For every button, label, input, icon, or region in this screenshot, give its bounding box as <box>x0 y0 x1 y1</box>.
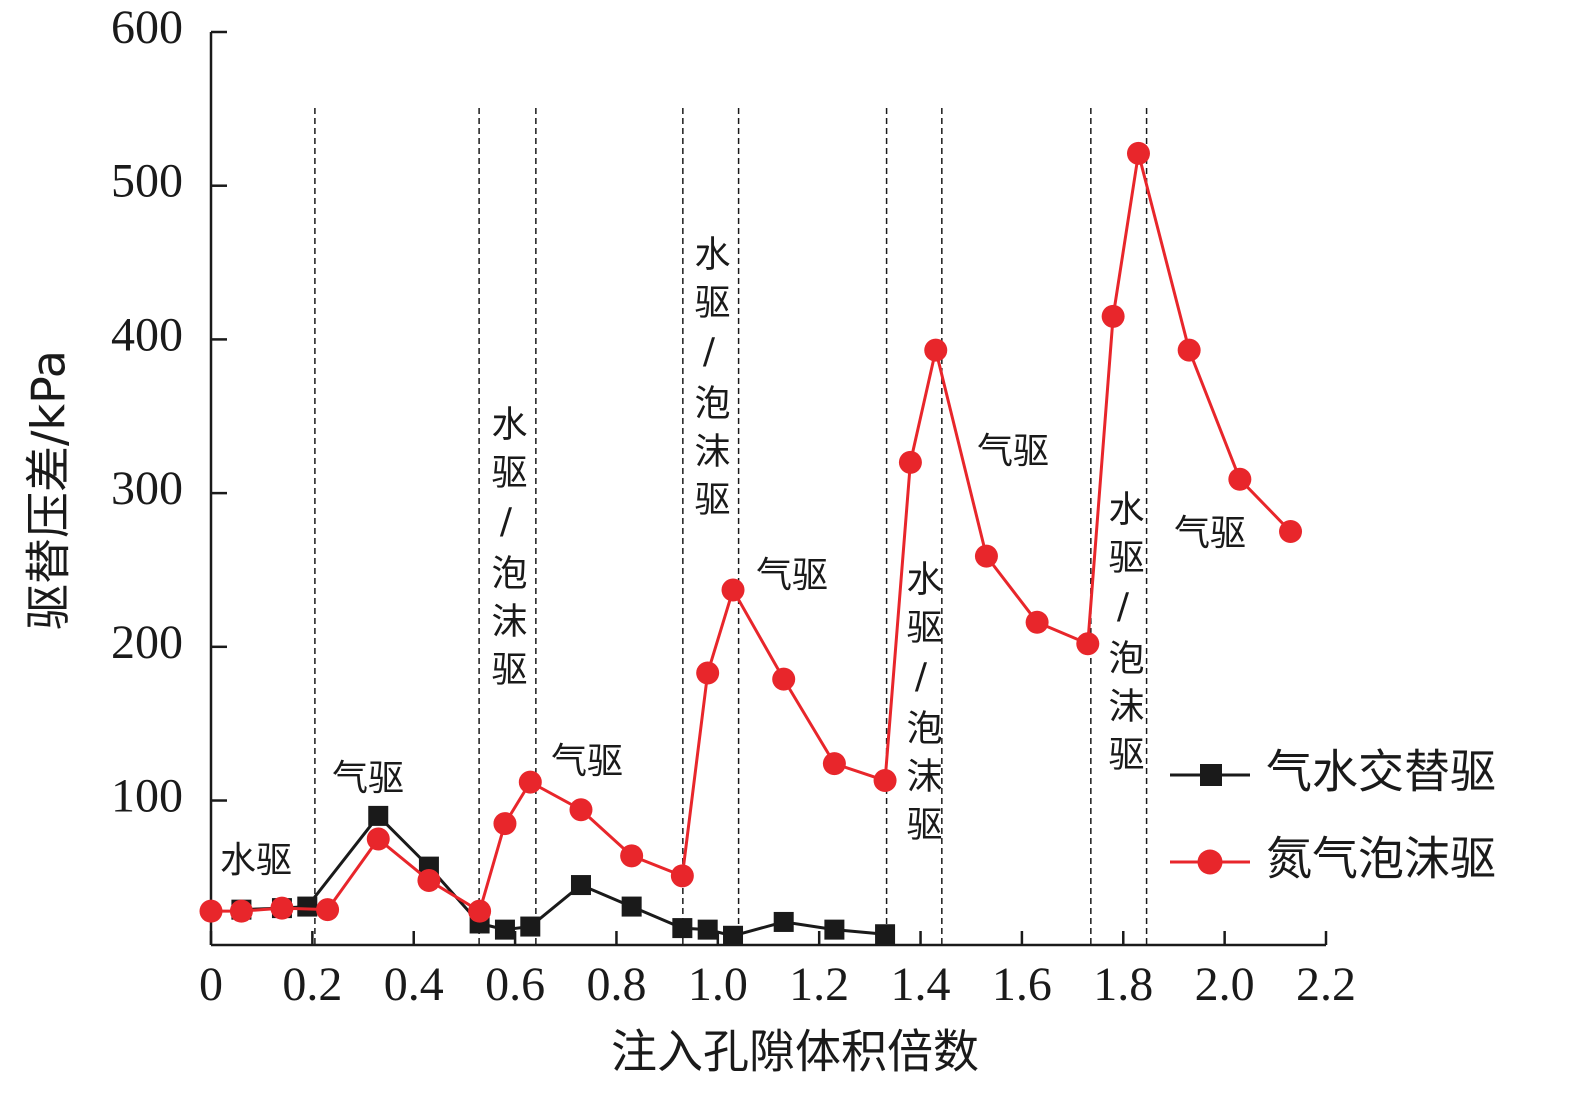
annotation: 气驱 <box>977 431 1049 472</box>
y-tick-label: 300 <box>111 462 183 515</box>
annotation: 水驱/泡沫驱 <box>901 560 942 853</box>
legend-label: 氮气泡沫驱 <box>1266 832 1496 886</box>
marker <box>723 925 744 946</box>
marker <box>1177 338 1201 362</box>
marker <box>493 812 517 836</box>
marker <box>924 338 948 362</box>
legend-marker <box>1200 764 1222 786</box>
marker <box>873 769 897 793</box>
marker <box>1101 304 1125 328</box>
y-tick-label: 200 <box>111 616 183 669</box>
y-axis-label: 驱替压差/kPa <box>22 350 76 630</box>
marker <box>773 911 794 932</box>
marker <box>875 924 896 945</box>
marker <box>696 661 720 685</box>
x-tick-label: 1.8 <box>1093 958 1153 1011</box>
annotation: 气驱 <box>756 555 828 596</box>
marker <box>316 898 340 922</box>
marker <box>1076 632 1100 656</box>
marker <box>368 805 389 826</box>
marker <box>270 896 294 920</box>
marker <box>974 544 998 568</box>
marker <box>569 798 593 822</box>
marker <box>229 899 253 923</box>
marker <box>721 578 745 602</box>
marker <box>898 450 922 474</box>
x-tick-label: 1.0 <box>688 958 748 1011</box>
marker <box>620 844 644 868</box>
marker <box>297 896 318 917</box>
legend-label: 气水交替驱 <box>1266 745 1496 799</box>
marker <box>570 875 591 896</box>
x-tick-label: 0 <box>199 958 223 1011</box>
legend-marker <box>1197 849 1223 875</box>
marker <box>670 864 694 888</box>
x-tick-label: 1.6 <box>992 958 1052 1011</box>
marker <box>199 899 223 923</box>
marker <box>697 919 718 940</box>
marker <box>417 868 441 892</box>
marker <box>1279 520 1303 544</box>
marker <box>468 899 492 923</box>
x-tick-label: 0.8 <box>586 958 646 1011</box>
y-tick-label: 400 <box>111 308 183 361</box>
marker <box>494 919 515 940</box>
marker <box>366 827 390 851</box>
annotation: 水驱/泡沫驱 <box>486 405 527 698</box>
marker <box>621 896 642 917</box>
marker <box>1025 610 1049 634</box>
x-tick-label: 2.0 <box>1195 958 1255 1011</box>
annotation: 水驱 <box>220 840 292 881</box>
x-tick-label: 0.2 <box>282 958 342 1011</box>
marker <box>772 667 796 691</box>
marker <box>520 916 541 937</box>
y-tick-label: 100 <box>111 770 183 823</box>
x-tick-label: 1.4 <box>891 958 951 1011</box>
marker <box>1126 141 1150 165</box>
x-axis-label: 注入孔隙体积倍数 <box>611 1025 979 1079</box>
marker <box>518 770 542 794</box>
marker <box>672 918 693 939</box>
annotation: 气驱 <box>332 758 404 799</box>
series-line <box>241 813 886 938</box>
annotation: 水驱/泡沫驱 <box>1103 490 1144 783</box>
x-tick-label: 0.6 <box>485 958 545 1011</box>
x-tick-label: 2.2 <box>1296 958 1356 1011</box>
y-tick-label: 600 <box>111 1 183 54</box>
marker <box>824 919 845 940</box>
annotation: 气驱 <box>1174 513 1246 554</box>
y-tick-label: 500 <box>111 155 183 208</box>
x-tick-label: 0.4 <box>384 958 444 1011</box>
marker <box>822 752 846 776</box>
annotation: 水驱/泡沫驱 <box>689 235 730 528</box>
annotation: 气驱 <box>551 741 623 782</box>
marker <box>1228 467 1252 491</box>
x-tick-label: 1.2 <box>789 958 849 1011</box>
